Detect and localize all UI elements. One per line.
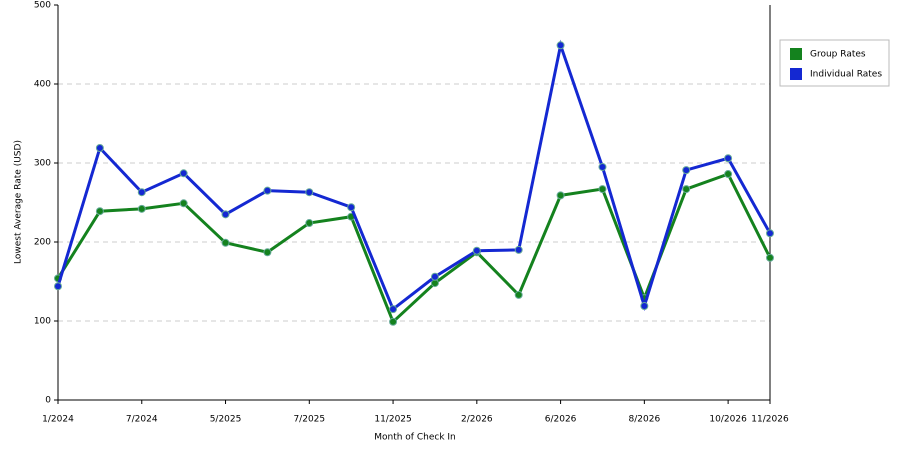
x-tick-label: 11/2025 [374,415,411,425]
data-point [263,248,272,257]
legend-swatch [790,68,802,80]
data-point [54,282,62,291]
x-tick-label: 8/2026 [629,415,661,425]
data-point [305,188,314,197]
data-point [724,154,733,163]
data-point [389,317,398,326]
x-tick-label: 7/2025 [293,415,325,425]
data-point [95,207,104,216]
data-point [137,188,146,197]
x-tick-label: 2/2026 [461,415,493,425]
x-tick-label: 6/2026 [545,415,577,425]
x-tick-label: 7/2024 [126,415,158,425]
data-point [766,229,774,238]
y-tick-label: 100 [34,317,51,327]
data-point [305,219,314,228]
data-point [556,41,565,50]
x-tick-label: 11/2026 [751,415,789,425]
data-point [179,199,188,208]
data-point [389,305,398,314]
data-point [556,191,565,200]
x-tick-label: 10/2026 [709,415,747,425]
data-point [221,210,230,219]
legend-label: Group Rates [810,50,866,60]
y-tick-label: 300 [34,159,51,169]
data-point [514,245,523,254]
data-point [598,162,607,171]
data-point [95,143,104,152]
data-point [472,246,481,255]
data-point [137,204,146,213]
y-tick-label: 500 [34,1,51,11]
legend-label: Individual Rates [810,70,882,80]
data-point [724,170,733,179]
y-axis-label: Lowest Average Rate (USD) [14,140,24,264]
x-axis-label: Month of Check In [374,433,456,443]
data-point [766,253,774,262]
y-tick-label: 200 [34,238,51,248]
x-tick-label: 5/2025 [210,415,242,425]
legend-swatch [790,48,802,60]
data-point [221,238,230,247]
data-point [682,166,691,175]
data-point [640,301,649,310]
data-point [430,272,439,281]
x-tick-label: 1/2024 [42,415,74,425]
data-point [347,203,356,212]
y-tick-label: 0 [45,396,51,406]
data-point [514,290,523,299]
data-point [263,186,272,195]
series-line [56,39,772,312]
data-point [682,185,691,194]
y-tick-label: 400 [34,80,51,90]
data-point [179,169,188,178]
data-point [598,185,607,194]
